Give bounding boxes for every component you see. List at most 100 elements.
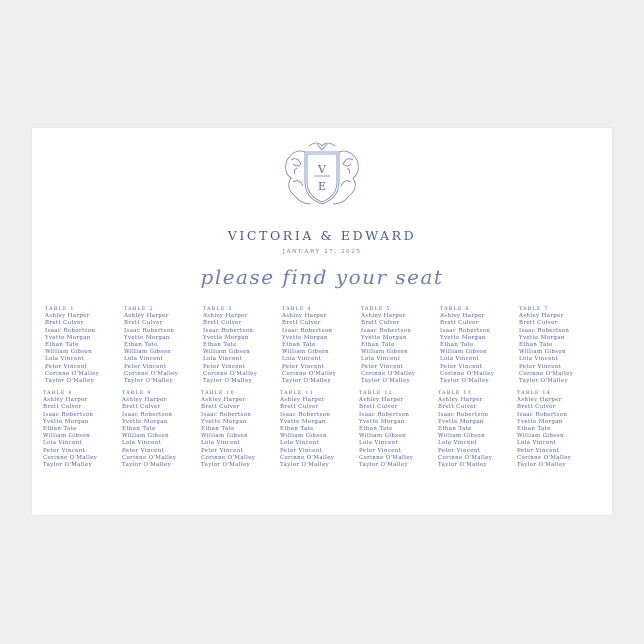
guest-name: Lola Vincent [43,440,83,447]
guest-name: William Gibson [124,349,171,356]
guest-name: Peter Vincent [361,363,404,370]
table-label: TABLE 1 [45,307,75,312]
guest-name: Ashley Harper [203,313,248,320]
table-5: TABLE 5 Ashley Harper Brett Culver Isaac Ro… [361,306,415,385]
guest-name: Yvette Morgan [517,418,563,425]
guest-name: Isaac Robertson [517,411,568,418]
table-7: TABLE 7 Ashley Harper Brett Culver Isaac Ro… [519,306,573,385]
guest-name: Taylor O'Malley [43,462,93,469]
guest-name: Isaac Robertson [438,411,489,418]
guest-name: Peter Vincent [122,447,165,454]
guest-name: Brett Culver [45,320,84,327]
guest-name: Isaac Robertson [43,411,94,418]
guest-name: Lola Vincent [359,440,399,447]
table-label: TABLE 9 [122,391,152,396]
table-10: TABLE 10 Ashley Harper Brett Culver Isaac R… [201,390,255,469]
guest-name: William Gibson [122,433,169,440]
guest-name: Brett Culver [43,404,82,411]
guest-name: Ethan Tate [45,342,79,349]
guest-name: Lola Vincent [280,440,320,447]
guest-name: Ashley Harper [519,313,564,320]
guest-name: Peter Vincent [519,363,562,370]
guest-name: Ashley Harper [361,313,406,320]
guest-name: Ashley Harper [440,313,485,320]
guest-name: Isaac Robertson [122,411,173,418]
guest-name: Yvette Morgan [361,334,407,341]
crest-monogram-logo: V E [285,142,359,205]
table-4: TABLE 4 Ashley Harper Brett Culver Isaac Ro… [282,306,336,385]
guest-name: Corinne O'Malley [43,454,98,461]
guest-name: Corinne O'Malley [517,454,572,461]
guest-name: Peter Vincent [124,363,167,370]
guest-name: Corinne O'Malley [282,370,337,377]
table-label: TABLE 4 [282,307,312,312]
guest-name: Ethan Tate [359,426,393,433]
table-6: TABLE 6 Ashley Harper Brett Culver Isaac Ro… [440,306,494,385]
guest-name: Isaac Robertson [519,327,570,334]
guest-name: Taylor O'Malley [203,378,253,385]
guest-name: Ashley Harper [280,397,325,404]
guest-name: Ethan Tate [124,342,158,349]
guest-name: Taylor O'Malley [517,462,567,469]
guest-name: Ethan Tate [438,426,472,433]
guest-name: Taylor O'Malley [438,462,488,469]
guest-name: Lola Vincent [438,440,478,447]
guest-name: Peter Vincent [43,447,86,454]
guest-name: Isaac Robertson [45,327,96,334]
guest-name: Ethan Tate [201,426,235,433]
guest-name: Ethan Tate [519,342,553,349]
guest-name: Peter Vincent [282,363,325,370]
table-1: TABLE 1 Ashley Harper Brett Culver Isaac Ro… [45,306,99,385]
guest-name: Brett Culver [124,320,163,327]
monogram-v: V [317,163,327,176]
guest-name: Lola Vincent [203,356,243,363]
guest-name: Isaac Robertson [280,411,331,418]
guest-name: Lola Vincent [122,440,162,447]
table-11: TABLE 11 Ashley Harper Brett Culver Isaac R… [280,390,334,469]
guest-name: Ashley Harper [282,313,327,320]
guest-name: Isaac Robertson [201,411,252,418]
guest-name: Corinne O'Malley [203,370,258,377]
guest-name: Ethan Tate [517,426,551,433]
guest-name: Yvette Morgan [519,334,565,341]
guest-name: Yvette Morgan [440,334,486,341]
guest-name: Ashley Harper [359,397,404,404]
guest-name: Brett Culver [519,320,558,327]
guest-name: Ethan Tate [122,426,156,433]
guest-name: Isaac Robertson [440,327,491,334]
guest-name: Peter Vincent [517,447,560,454]
seating-chart-poster: V E VICTORIA & EDWARD JANUARY 27, 2025 p… [32,128,612,515]
guest-name: Taylor O'Malley [282,378,332,385]
table-9: TABLE 9 Ashley Harper Brett Culver Isaac Ro… [122,390,176,469]
guest-name: Taylor O'Malley [361,378,411,385]
guest-name: Lola Vincent [45,356,85,363]
table-label: TABLE 14 [517,391,551,396]
guest-name: Lola Vincent [124,356,164,363]
guest-name: William Gibson [519,349,566,356]
table-8: TABLE 8 Ashley Harper Brett Culver Isaac Ro… [43,390,97,469]
table-13: TABLE 13 Ashley Harper Brett Culver Isaac R… [438,390,492,469]
guest-name: Ashley Harper [124,313,169,320]
guest-name: Corinne O'Malley [201,454,256,461]
guest-name: Isaac Robertson [282,327,333,334]
guest-name: Brett Culver [203,320,242,327]
table-2: TABLE 2 Ashley Harper Brett Culver Isaac Ro… [124,306,178,385]
guest-name: Yvette Morgan [359,418,405,425]
monogram-e: E [318,180,326,193]
guest-name: Corinne O'Malley [361,370,416,377]
guest-name: Taylor O'Malley [122,462,172,469]
guest-name: Yvette Morgan [282,334,328,341]
guest-name: Yvette Morgan [124,334,170,341]
guest-name: William Gibson [43,433,90,440]
guest-name: Ethan Tate [43,426,77,433]
table-12: TABLE 12 Ashley Harper Brett Culver Isaac R… [359,390,413,469]
guest-name: Yvette Morgan [203,334,249,341]
guest-name: Isaac Robertson [361,327,412,334]
table-label: TABLE 8 [43,391,73,396]
guest-name: Corinne O'Malley [438,454,493,461]
guest-name: Ethan Tate [440,342,474,349]
table-label: TABLE 13 [438,391,472,396]
guest-name: Brett Culver [440,320,479,327]
guest-name: William Gibson [361,349,408,356]
guest-name: William Gibson [440,349,487,356]
